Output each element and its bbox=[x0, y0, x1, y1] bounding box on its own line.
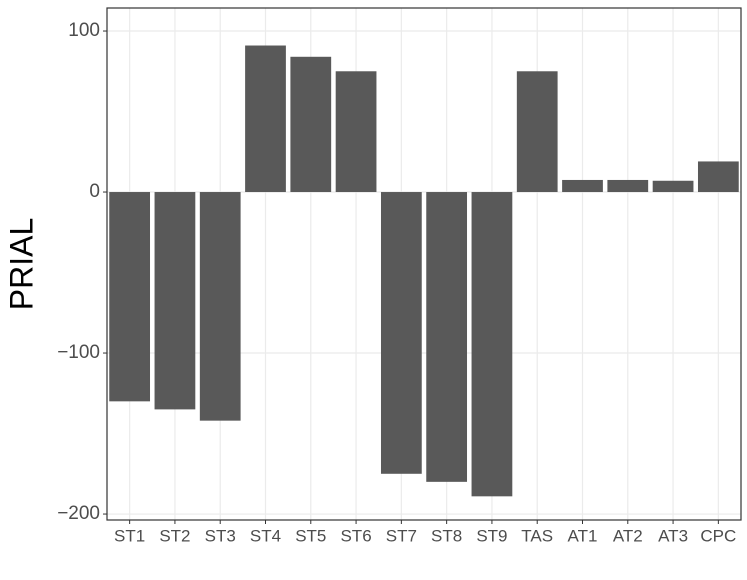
x-tick-label: ST3 bbox=[205, 526, 236, 545]
y-tick-label: −100 bbox=[57, 342, 100, 363]
x-tick-label: ST9 bbox=[476, 526, 507, 545]
x-tick-label: AT3 bbox=[658, 526, 688, 545]
x-tick-label: ST8 bbox=[431, 526, 462, 545]
x-tick-label: ST2 bbox=[159, 526, 190, 545]
bar bbox=[380, 192, 422, 474]
bar bbox=[697, 161, 739, 193]
x-tick-label: AT1 bbox=[568, 526, 598, 545]
x-tick-label: ST1 bbox=[114, 526, 145, 545]
bar bbox=[290, 56, 332, 193]
bar bbox=[199, 192, 241, 421]
y-tick-label: −200 bbox=[57, 503, 100, 524]
bar bbox=[562, 179, 603, 193]
x-tick-label: TAS bbox=[521, 526, 553, 545]
x-tick-label: ST7 bbox=[386, 526, 417, 545]
bar bbox=[607, 179, 649, 193]
bar bbox=[652, 180, 694, 193]
y-tick-label: 100 bbox=[68, 20, 100, 41]
x-tick-label: ST4 bbox=[250, 526, 281, 545]
bar bbox=[335, 71, 377, 193]
x-tick-label: CPC bbox=[700, 526, 736, 545]
bar bbox=[154, 192, 196, 410]
y-tick-label: 0 bbox=[89, 181, 100, 202]
x-tick-label: ST5 bbox=[295, 526, 326, 545]
bar bbox=[109, 192, 151, 402]
panel-border bbox=[106, 7, 742, 521]
x-tick-label: ST6 bbox=[340, 526, 371, 545]
bar bbox=[516, 71, 558, 193]
bar bbox=[426, 192, 468, 482]
bar bbox=[245, 45, 286, 193]
y-axis-label: PRIAL bbox=[3, 218, 39, 310]
bar bbox=[471, 192, 513, 497]
x-tick-label: AT2 bbox=[613, 526, 643, 545]
